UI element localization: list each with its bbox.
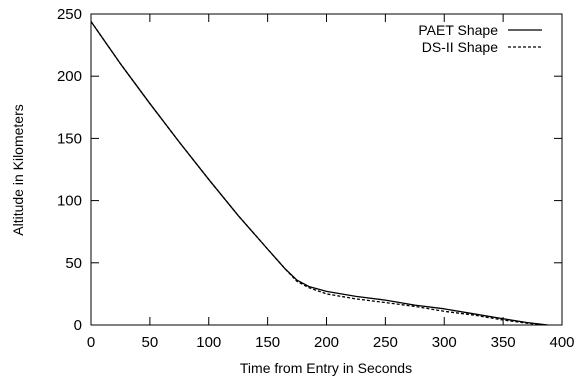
series-line-paet-shape	[90, 21, 548, 326]
y-tick-label: 100	[57, 193, 82, 210]
y-tick-label: 150	[57, 130, 82, 147]
y-tick-label: 250	[57, 6, 82, 23]
y-tick-label: 50	[65, 255, 82, 272]
x-tick-label: 400	[549, 334, 574, 351]
legend-label-ds-ii-shape: DS-II Shape	[422, 39, 498, 55]
y-tick-label: 200	[57, 68, 82, 85]
x-tick-label: 100	[196, 334, 221, 351]
x-tick-label: 350	[491, 334, 516, 351]
series-lines	[90, 21, 548, 326]
x-axis-label: Time from Entry in Seconds	[240, 360, 412, 376]
y-tick-label: 0	[74, 317, 82, 334]
x-tick-label: 250	[373, 334, 398, 351]
x-tick-label: 200	[314, 334, 339, 351]
x-tick-label: 50	[142, 334, 159, 351]
x-tick-label: 150	[255, 334, 280, 351]
x-tick-label: 0	[87, 334, 95, 351]
axis-ticks: 0 50 100 150 200 250 300 350 400 0 50 100 150 200 250	[57, 6, 575, 351]
x-tick-label: 300	[432, 334, 457, 351]
plot-frame	[90, 13, 563, 326]
legend-label-paet-shape: PAET Shape	[418, 22, 498, 38]
y-axis-label: Altitude in Kilometers	[10, 104, 26, 236]
series-line-ds-ii-shape	[90, 21, 545, 326]
